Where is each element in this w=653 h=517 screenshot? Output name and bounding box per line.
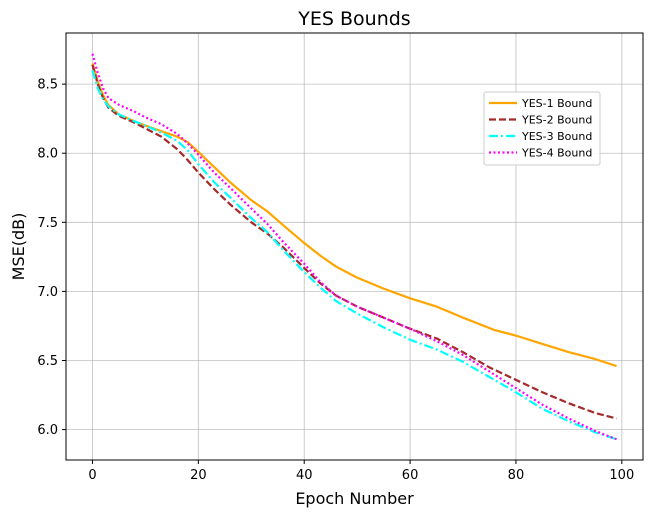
legend-entry-label: YES-1 Bound (521, 97, 592, 110)
legend-entry-label: YES-2 Bound (521, 114, 592, 127)
chart-title: YES Bounds (297, 8, 410, 30)
series-line-yes-3-bound (91, 69, 617, 441)
y-tick-label: 6.5 (37, 354, 58, 369)
y-tick-label: 8.0 (37, 147, 58, 162)
x-tick-label: 60 (402, 468, 419, 483)
y-tick-label: 6.0 (37, 423, 58, 438)
legend-box (483, 91, 601, 166)
legend: YES-1 Bound YES-2 Bound YES-3 Bound YES-4 B… (483, 91, 601, 166)
x-tick-label: 40 (296, 468, 313, 483)
y-tick-label: 7.0 (37, 285, 58, 300)
y-tick-label: 7.5 (37, 216, 58, 231)
x-tick-label: 0 (88, 468, 96, 483)
series-lines (91, 53, 617, 441)
grid (66, 33, 643, 460)
legend-entry-label: YES-3 Bound (521, 130, 592, 143)
x-tick-label: 20 (190, 468, 207, 483)
x-axis-label: Epoch Number (295, 489, 414, 508)
axis-ticks: 0 20 40 60 80 100 6.0 6.5 7.0 7.5 8.0 8.5 (37, 78, 634, 483)
legend-entry-label: YES-4 Bound (521, 147, 592, 160)
x-tick-label: 100 (609, 468, 634, 483)
series-line-yes-1-bound (91, 63, 617, 368)
y-axis-label: MSE(dB) (9, 213, 28, 281)
x-tick-label: 80 (508, 468, 525, 483)
y-tick-label: 8.5 (37, 78, 58, 93)
plot-area-frame (65, 32, 644, 461)
